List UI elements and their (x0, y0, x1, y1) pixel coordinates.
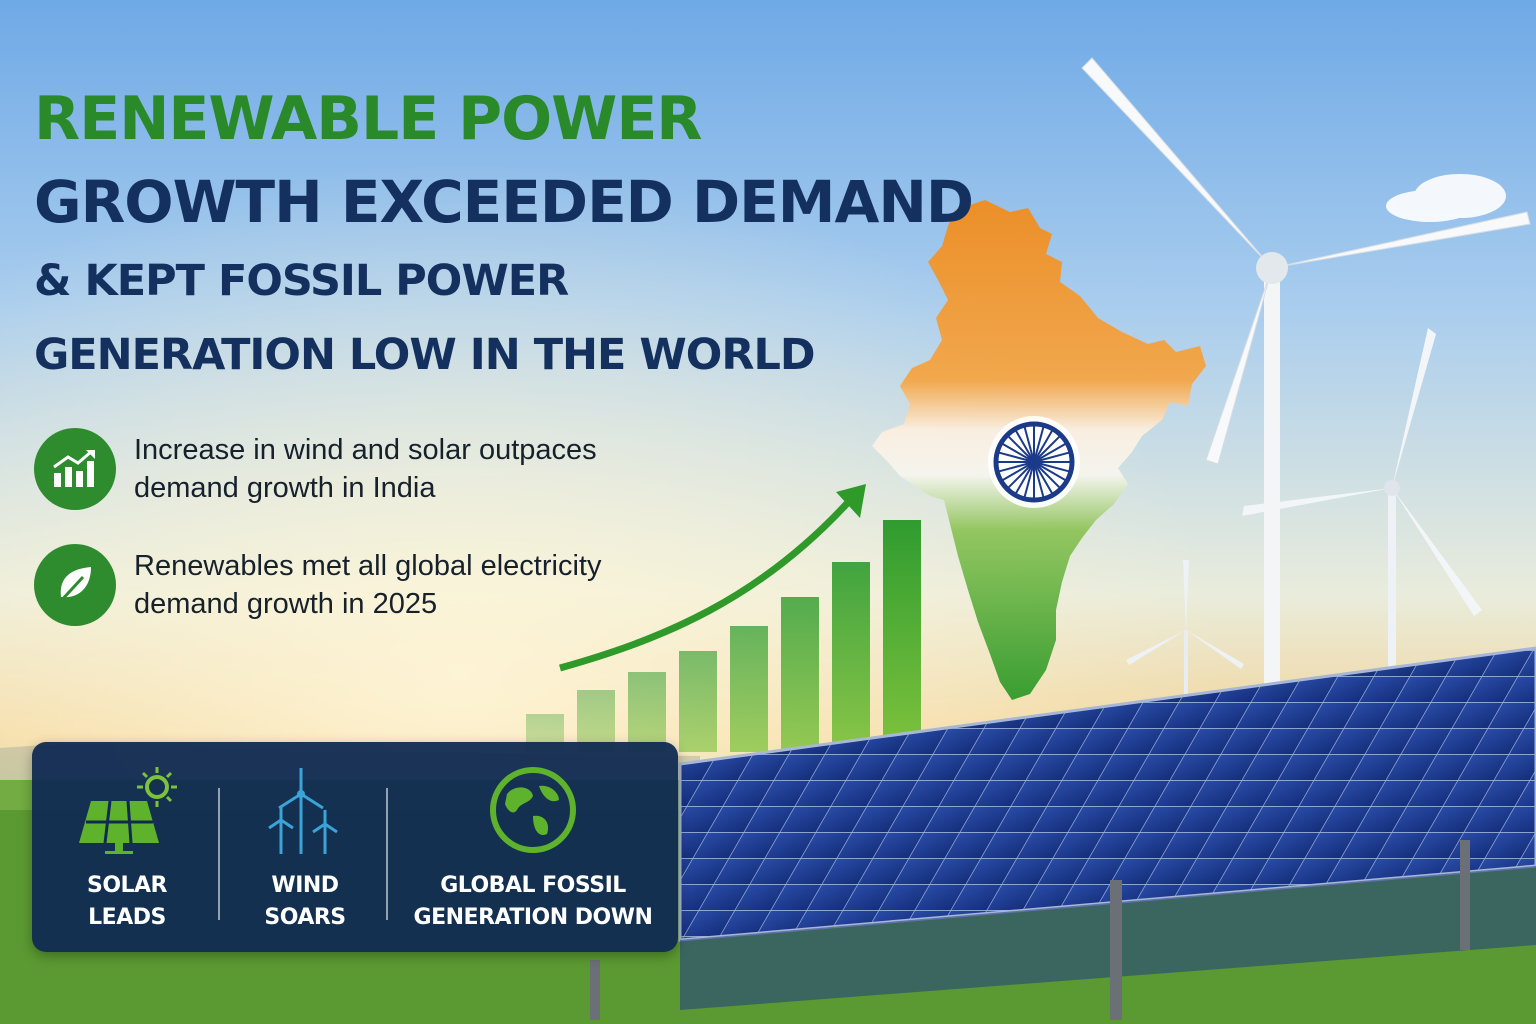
solar-panel-icon (77, 764, 177, 856)
highlight-wind: WIND SOARS (222, 742, 388, 952)
growth-bar (628, 672, 666, 752)
highlight-label: GLOBAL FOSSIL GENERATION DOWN (413, 873, 653, 930)
growth-bar (883, 520, 921, 752)
growth-arrow-head (836, 484, 866, 518)
bullet-global-demand: Renewables met all global electricity de… (34, 544, 604, 626)
ashoka-chakra-icon (988, 416, 1080, 508)
growth-bar (679, 651, 717, 752)
cloud (1386, 174, 1506, 222)
bullet-text: Renewables met all global electricity de… (134, 550, 602, 620)
growth-arrow (559, 495, 855, 672)
highlights-panel: SOLAR LEADS WIND SOARS (32, 742, 678, 952)
highlight-global: GLOBAL FOSSIL GENERATION DOWN (388, 742, 678, 952)
growth-bar (781, 597, 819, 752)
highlight-label: SOLAR LEADS (86, 873, 168, 930)
bullet-text: Increase in wind and solar outpaces dema… (134, 434, 597, 504)
divider (218, 788, 220, 920)
leaf-icon (34, 544, 116, 626)
highlight-label: WIND SOARS (264, 873, 346, 930)
growth-bars (526, 520, 921, 752)
growth-bar (577, 690, 615, 752)
wind-turbine-small (1126, 560, 1244, 742)
headline-line-1: RENEWABLE POWER (34, 84, 702, 154)
growth-bar (730, 626, 768, 752)
globe-icon (487, 764, 579, 856)
highlight-solar: SOLAR LEADS (32, 742, 222, 952)
wind-turbine-icon (265, 764, 345, 856)
wind-turbine-large (1081, 57, 1531, 688)
headline-line-3: & KEPT FOSSIL POWER (34, 256, 569, 306)
solar-panel-array (590, 646, 1536, 1020)
growth-chart-icon (34, 428, 116, 510)
growth-bar (832, 562, 870, 752)
bullet-wind-solar: Increase in wind and solar outpaces dema… (34, 428, 604, 510)
divider (386, 788, 388, 920)
wind-turbine-medium (1242, 328, 1482, 728)
headline-line-4: GENERATION LOW IN THE WORLD (34, 330, 816, 380)
headline-line-2: GROWTH EXCEEDED DEMAND (34, 168, 974, 236)
